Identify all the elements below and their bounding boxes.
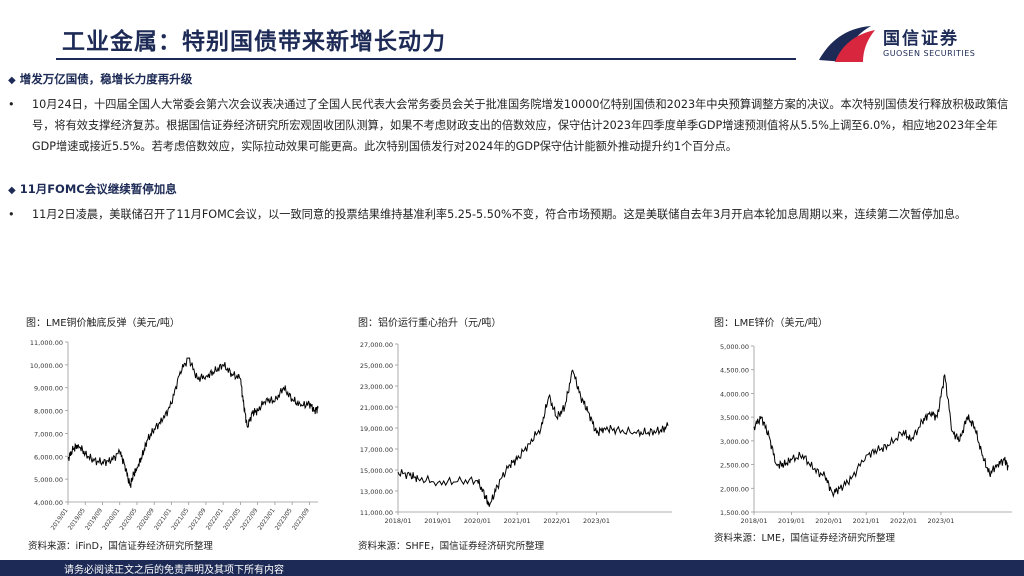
paragraph-2: • 11月2日凌晨，美联储召开了11月FOMC会议，以一致同意的投票结果维持基准… — [8, 204, 1018, 225]
logo-text-cn: 国信证券 — [883, 29, 959, 49]
logo: 国信证券 GUOSEN SECURITIES — [815, 22, 1005, 66]
chart-source: 资料来源：iFinD，国信证券经济研究所整理 — [28, 541, 213, 552]
y-tick-label: 21,000.00 — [360, 404, 393, 412]
chart-zinc-svg: 1,500.00 2,000.00 2,500.00 3,000.00 3,500.00… — [720, 343, 1012, 525]
y-tick-label: 17,000.00 — [360, 446, 393, 454]
chart-title: 图：LME锌价（美元/吨） — [714, 318, 828, 329]
y-tick-label: 4,000.00 — [720, 390, 749, 398]
bullet-icon: • — [8, 208, 15, 221]
x-tick-label: 2018/01 — [384, 517, 411, 525]
y-tick-label: 23,000.00 — [360, 383, 393, 391]
logo-text-en: GUOSEN SECURITIES — [883, 49, 976, 58]
y-tick-label: 25,000.00 — [360, 362, 393, 370]
y-tick-label: 15,000.00 — [360, 467, 393, 475]
y-tick-label: 8,000.00 — [34, 408, 63, 416]
y-tick-label: 19,000.00 — [360, 425, 393, 433]
x-tick-label: 2022/01 — [890, 517, 917, 525]
chart-copy: 图：LME铜价触底反弹（美元/吨） 4,000.00 5,000.00 6,000.… — [0, 308, 340, 558]
section-heading-text: 增发万亿国债，稳增长力度再升级 — [19, 72, 193, 86]
x-tick-label: 2023/01 — [583, 517, 610, 525]
diamond-icon: ◆ — [8, 75, 16, 86]
section-heading-text: 11月FOMC会议继续暂停加息 — [19, 182, 177, 196]
series-line — [397, 369, 669, 507]
y-tick-label: 4,000.00 — [34, 499, 63, 507]
section-heading-2: ◆ 11月FOMC会议继续暂停加息 — [8, 181, 177, 197]
y-tick-label: 6,000.00 — [34, 453, 63, 461]
chart-source: 资料来源：LME，国信证券经济研究所整理 — [714, 533, 895, 544]
chart-source: 资料来源：SHFE，国信证券经济研究所整理 — [358, 541, 545, 552]
x-tick-label: 2020/01 — [815, 517, 842, 525]
y-tick-label: 10,000.00 — [30, 362, 63, 370]
series-line — [753, 374, 1009, 498]
y-tick-label: 3,000.00 — [720, 438, 749, 446]
section-heading-1: ◆ 增发万亿国债，稳增长力度再升级 — [8, 71, 192, 87]
y-tick-label: 1,500.00 — [720, 509, 749, 517]
title-rule — [56, 58, 796, 60]
y-tick-label: 9,000.00 — [34, 385, 63, 393]
y-tick-label: 27,000.00 — [360, 341, 393, 349]
chart-zinc: 图：LME锌价（美元/吨） 1,500.00 2,000.00 2,500.00 3,… — [680, 308, 1024, 558]
chart-aluminium: 图：铝价运行重心抬升（元/吨） 11,000.00 13,000.00 15,000… — [340, 308, 680, 558]
y-tick-label: 7,000.00 — [34, 430, 63, 438]
paragraph-text: 10月24日，十四届全国人大常委会第六次会议表决通过了全国人民代表大会常务委员会… — [32, 98, 1009, 153]
y-tick-label: 2,500.00 — [720, 462, 749, 470]
x-tick-label: 2023/09 — [291, 507, 311, 532]
logo-mark-icon — [819, 26, 875, 62]
series-line — [67, 357, 319, 488]
y-tick-label: 13,000.00 — [360, 488, 393, 496]
footer-disclaimer: 请务必阅读正文之后的免责声明及其项下所有内容 — [64, 565, 284, 576]
x-tick-label: 2018/01 — [740, 517, 767, 525]
paragraph-1: • 10月24日，十四届全国人大常委会第六次会议表决通过了全国人民代表大会常务委… — [8, 94, 1018, 157]
footer-bar: 请务必阅读正文之后的免责声明及其项下所有内容 — [0, 560, 1024, 576]
x-tick-label: 2023/01 — [927, 517, 954, 525]
chart-copy-svg: 4,000.00 5,000.00 6,000.00 7,000.00 8,000.00… — [30, 339, 319, 532]
y-tick-label: 3,500.00 — [720, 414, 749, 422]
y-tick-label: 11,000.00 — [360, 509, 393, 517]
paragraph-text: 11月2日凌晨，美联储召开了11月FOMC会议，以一致同意的投票结果维持基准利率… — [32, 208, 967, 221]
x-tick-label: 2021/01 — [504, 517, 531, 525]
bullet-icon: • — [8, 98, 15, 111]
chart-title: 图：LME铜价触底反弹（美元/吨） — [26, 318, 180, 329]
y-tick-label: 4,500.00 — [720, 367, 749, 375]
x-tick-label: 2021/01 — [853, 517, 880, 525]
y-tick-label: 5,000.00 — [34, 476, 63, 484]
y-tick-label: 2,000.00 — [720, 485, 749, 493]
page-title: 工业金属：特别国债带来新增长动力 — [62, 29, 446, 55]
y-tick-label: 5,000.00 — [720, 343, 749, 351]
y-tick-label: 11,000.00 — [30, 339, 63, 347]
chart-aluminium-svg: 11,000.00 13,000.00 15,000.00 17,000.00 19,0… — [360, 341, 672, 525]
x-tick-label: 2020/01 — [464, 517, 491, 525]
diamond-icon: ◆ — [8, 185, 16, 196]
x-tick-label: 2022/01 — [543, 517, 570, 525]
x-tick-label: 2019/01 — [424, 517, 451, 525]
x-tick-label: 2019/01 — [778, 517, 805, 525]
chart-title: 图：铝价运行重心抬升（元/吨） — [358, 318, 502, 329]
